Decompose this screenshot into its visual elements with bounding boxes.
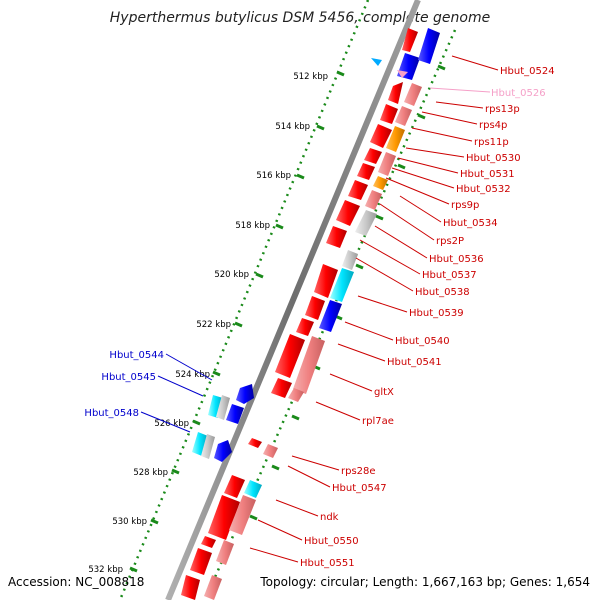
scale-tick-label: 514 kbp	[275, 122, 310, 132]
gene-feature	[216, 540, 234, 565]
gene-feature	[271, 378, 292, 398]
gene-feature	[395, 106, 412, 126]
gene-feature	[190, 548, 212, 575]
gene-label-Hbut_0536: Hbut_0536	[429, 254, 484, 265]
gene-feature	[319, 300, 342, 332]
scale-tick-label: 520 kbp	[214, 270, 249, 280]
gene-feature	[305, 296, 325, 320]
gene-label-rps2P: rps2P	[436, 236, 464, 247]
gene-feature	[404, 83, 422, 106]
gene-feature	[216, 395, 230, 420]
gene-feature	[388, 82, 403, 104]
gene-feature	[326, 226, 347, 248]
gene-feature	[330, 268, 354, 302]
gene-feature	[236, 384, 254, 404]
scale-tick-label: 528 kbp	[133, 468, 168, 478]
gene-label-ndk: ndk	[320, 512, 339, 523]
scale-tick-label: 524 kbp	[175, 370, 210, 380]
gene-feature	[224, 475, 245, 498]
gene-label-Hbut_0539: Hbut_0539	[409, 308, 464, 319]
gene-feature	[226, 404, 244, 424]
scale-tick-label: 516 kbp	[256, 171, 291, 181]
gene-label-Hbut_0550: Hbut_0550	[304, 536, 359, 547]
gene-label-rpl7ae: rpl7ae	[362, 416, 394, 427]
gene-label-Hbut_0537: Hbut_0537	[422, 270, 477, 281]
gene-feature	[181, 575, 200, 600]
gene-feature	[418, 28, 440, 64]
gene-feature	[201, 434, 215, 459]
scale-tick-label: 530 kbp	[112, 517, 147, 527]
gene-feature	[314, 264, 338, 298]
pink-marker	[397, 70, 408, 78]
gene-feature	[296, 318, 314, 336]
scale-tick-label: 532 kbp	[88, 565, 123, 575]
gene-feature	[357, 163, 375, 180]
gene-label-Hbut_0526: Hbut_0526	[491, 88, 546, 99]
genome-title: Hyperthermus butylicus DSM 5456, complet…	[109, 10, 491, 26]
gene-feature	[397, 53, 420, 80]
gene-feature	[288, 388, 304, 402]
left-gene-cluster	[192, 384, 254, 462]
gene-feature	[208, 495, 240, 540]
gene-label-Hbut_0545: Hbut_0545	[101, 372, 156, 383]
scale-tick-marks	[129, 70, 345, 573]
gene-feature	[248, 438, 262, 448]
genome-backbone	[165, 0, 421, 600]
scale-tick-label: 512 kbp	[293, 72, 328, 82]
gene-feature	[378, 152, 396, 176]
gene-feature	[192, 432, 208, 456]
gene-feature	[244, 480, 262, 498]
gene-label-rps4p: rps4p	[479, 120, 507, 131]
gene-label-Hbut_0538: Hbut_0538	[415, 287, 470, 298]
gene-label-Hbut_0532: Hbut_0532	[456, 184, 511, 195]
topology-text: Topology: circular; Length: 1,667,163 bp…	[260, 575, 590, 589]
gene-feature	[402, 28, 418, 52]
gene-label-rps11p: rps11p	[474, 137, 509, 148]
gene-feature	[293, 336, 325, 394]
gene-label-Hbut_0534: Hbut_0534	[443, 218, 498, 229]
gene-feature	[342, 250, 358, 270]
gene-feature	[229, 495, 256, 535]
gene-label-Hbut_0524: Hbut_0524	[500, 66, 555, 77]
accession-text: Accession: NC_008818	[8, 575, 145, 589]
leader-line-pseudo	[429, 87, 491, 93]
gene-feature	[214, 440, 232, 462]
gene-feature	[275, 334, 305, 378]
gene-label-Hbut_0544: Hbut_0544	[109, 350, 164, 361]
gene-feature	[373, 176, 388, 190]
gene-label-rps9p: rps9p	[451, 200, 479, 211]
gene-feature	[201, 536, 216, 548]
gene-label-Hbut_0547: Hbut_0547	[332, 483, 387, 494]
gene-label-Hbut_0551: Hbut_0551	[300, 558, 355, 569]
gene-feature	[336, 200, 360, 226]
gene-feature	[370, 124, 392, 148]
gene-label-Hbut_0548: Hbut_0548	[84, 408, 139, 419]
gene-label-Hbut_0541: Hbut_0541	[387, 357, 442, 368]
gene-label-gltX: gltX	[374, 387, 394, 398]
gene-feature	[348, 180, 368, 200]
gene-feature	[263, 444, 278, 458]
scale-tick-label: 522 kbp	[196, 320, 231, 330]
gene-feature	[365, 190, 382, 210]
forward-genes	[181, 28, 420, 600]
gene-feature	[355, 210, 377, 236]
gene-feature	[364, 148, 382, 164]
gene-label-Hbut_0531: Hbut_0531	[460, 169, 515, 180]
reverse-genes	[204, 28, 440, 600]
gene-feature	[386, 126, 405, 152]
gene-label-Hbut_0540: Hbut_0540	[395, 336, 450, 347]
scale-tick-label: 518 kbp	[235, 221, 270, 231]
gene-feature	[380, 104, 398, 124]
gene-label-Hbut_0530: Hbut_0530	[466, 153, 521, 164]
leader-lines-right	[249, 55, 499, 563]
gene-feature	[204, 575, 222, 600]
gene-label-rps28e: rps28e	[341, 466, 376, 477]
gene-label-rps13p: rps13p	[485, 104, 520, 115]
leader-lines-left	[140, 353, 213, 433]
cyan-marker	[371, 58, 382, 66]
